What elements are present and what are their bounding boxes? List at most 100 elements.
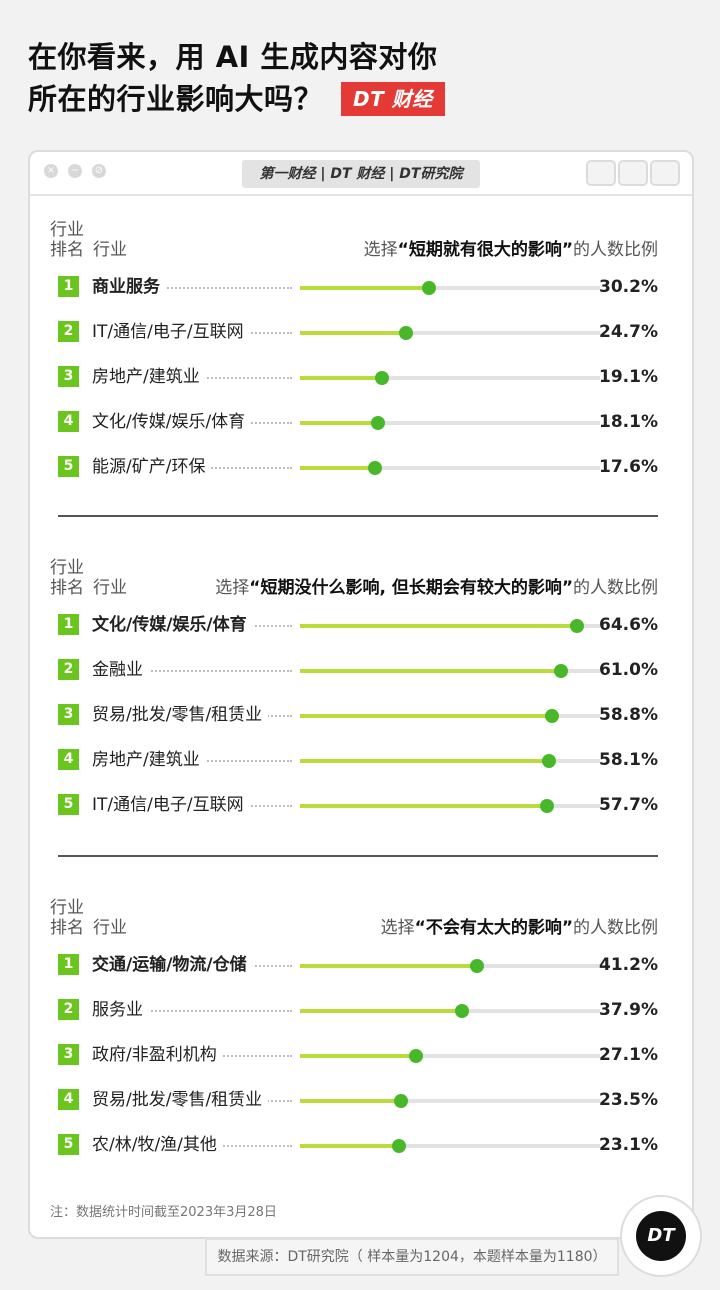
leader-dots [92, 670, 292, 672]
leader-dots [92, 287, 292, 289]
value-label: 24.7% [599, 322, 658, 342]
share-icon [618, 160, 648, 186]
section-divider [58, 855, 658, 857]
bar-row: 3 政府/非盈利机构 27.1% [50, 1040, 660, 1070]
bar-track [300, 1094, 600, 1108]
rank-badge: 5 [58, 456, 79, 477]
value-label: 23.5% [599, 1090, 658, 1110]
value-label: 64.6% [599, 615, 658, 635]
bar-end-point [545, 709, 559, 723]
bar-track [300, 664, 600, 678]
bar-fill [300, 1144, 399, 1148]
rank-badge: 5 [58, 1134, 79, 1155]
chart-section: 行业 排名 行业 选择“短期就有很大的影响”的人数比例 1 商业服务 30.2% 2 IT/通信… [50, 220, 660, 490]
bar-end-point [409, 1049, 424, 1063]
bar-row: 2 服务业 37.9% [50, 995, 660, 1025]
header-prefix: 选择 [380, 918, 415, 938]
header-question: 选择“不会有太大的影响”的人数比例 [381, 918, 658, 938]
bar-fill [300, 624, 577, 628]
value-label: 23.1% [599, 1135, 658, 1155]
bar-row: 5 IT/通信/电子/互联网 57.7% [50, 790, 660, 820]
data-source: 数据来源：DT研究院（ 样本量为1204，本题样本量为1180） [205, 1238, 619, 1276]
value-label: 19.1% [599, 367, 658, 387]
rank-badge: 1 [58, 276, 79, 297]
bar-fill [300, 466, 376, 470]
bar-end-point [540, 799, 555, 813]
rank-badge: 4 [58, 411, 79, 432]
bar-row: 4 房地产/建筑业 58.1% [50, 745, 660, 775]
block-dot-icon: ⊘ [92, 164, 106, 178]
value-label: 61.0% [599, 660, 658, 680]
bar-end-point [393, 1094, 408, 1108]
bar-fill [300, 804, 548, 808]
bar-track [300, 959, 600, 973]
category-label: 文化/传媒/娱乐/体育 [92, 410, 252, 434]
value-label: 37.9% [599, 1000, 658, 1020]
header-industry-top: 行业 [50, 558, 84, 578]
bar-end-point [368, 461, 383, 475]
bar-track [300, 416, 600, 430]
bar-row: 1 商业服务 30.2% [50, 272, 660, 302]
header-suffix: 的人数比例 [573, 578, 658, 598]
bar-fill [300, 1054, 417, 1058]
bar-end-point [398, 326, 413, 340]
bar-track [300, 371, 600, 385]
bar-end-point [469, 959, 484, 973]
value-label: 18.1% [599, 412, 658, 432]
window-bar: × − ⊘ 第一财经 | DT 财经 | DT研究院 [30, 152, 692, 196]
bar-fill [300, 1009, 463, 1013]
header-question: 选择“短期没什么影响, 但长期会有较大的影响”的人数比例 [215, 578, 658, 598]
category-label: IT/通信/电子/互联网 [92, 320, 250, 344]
bar-end-point [370, 416, 385, 430]
page-title: 在你看来，用 AI 生成内容对你 所在的行业影响大吗？ DT 财经 [28, 36, 445, 120]
header-suffix: 的人数比例 [573, 918, 658, 938]
bar-track [300, 709, 600, 723]
chart-section: 行业 排名 行业 选择“短期没什么影响, 但长期会有较大的影响”的人数比例 1 文化/传媒… [50, 558, 660, 828]
bar-row: 2 IT/通信/电子/互联网 24.7% [50, 317, 660, 347]
minimize-dot-icon: − [68, 164, 82, 178]
bar-row: 5 农/林/牧/渔/其他 23.1% [50, 1130, 660, 1160]
bar-fill [300, 286, 430, 290]
header-rank: 排名 [50, 918, 84, 938]
header-rank: 排名 [50, 578, 84, 598]
bar-track [300, 619, 600, 633]
bar-end-point [455, 1004, 470, 1018]
header-quote: “不会有太大的影响” [414, 918, 573, 938]
header-industry: 行业 [93, 918, 127, 938]
header-prefix: 选择 [363, 240, 398, 260]
dt-logo: DT [620, 1195, 702, 1277]
value-label: 41.2% [599, 955, 658, 975]
bar-fill [300, 669, 562, 673]
header-quote: “短期就有很大的影响” [397, 240, 573, 260]
category-label: 房地产/建筑业 [92, 365, 206, 389]
rank-badge: 1 [58, 954, 79, 975]
category-label: 农/林/牧/渔/其他 [92, 1133, 223, 1157]
close-dot-icon: × [44, 164, 58, 178]
category-label: 金融业 [92, 658, 149, 682]
header-industry-top: 行业 [50, 898, 84, 918]
bar-row: 4 贸易/批发/零售/租赁业 23.5% [50, 1085, 660, 1115]
bar-track [300, 799, 600, 813]
header-suffix: 的人数比例 [573, 240, 658, 260]
value-label: 57.7% [599, 795, 658, 815]
rank-badge: 4 [58, 1089, 79, 1110]
rank-badge: 2 [58, 999, 79, 1020]
bar-end-point [542, 754, 556, 768]
category-label: 政府/非盈利机构 [92, 1043, 223, 1067]
bar-track [300, 1139, 600, 1153]
bar-fill [300, 714, 552, 718]
bar-track [300, 461, 600, 475]
bar-end-point [374, 371, 389, 385]
rank-badge: 3 [58, 1044, 79, 1065]
category-label: 交通/运输/物流/仓储 [92, 953, 253, 977]
bar-fill [300, 964, 477, 968]
category-label: IT/通信/电子/互联网 [92, 793, 250, 817]
category-label: 文化/传媒/娱乐/体育 [92, 613, 253, 637]
dt-logo-text: DT [636, 1211, 686, 1261]
chart-section: 行业 排名 行业 选择“不会有太大的影响”的人数比例 1 交通/运输/物流/仓储 41.2%… [50, 898, 660, 1168]
header-industry: 行业 [93, 578, 127, 598]
rank-badge: 1 [58, 614, 79, 635]
record-icon [586, 160, 616, 186]
bar-track [300, 754, 600, 768]
category-label: 贸易/批发/零售/租赁业 [92, 1088, 269, 1112]
